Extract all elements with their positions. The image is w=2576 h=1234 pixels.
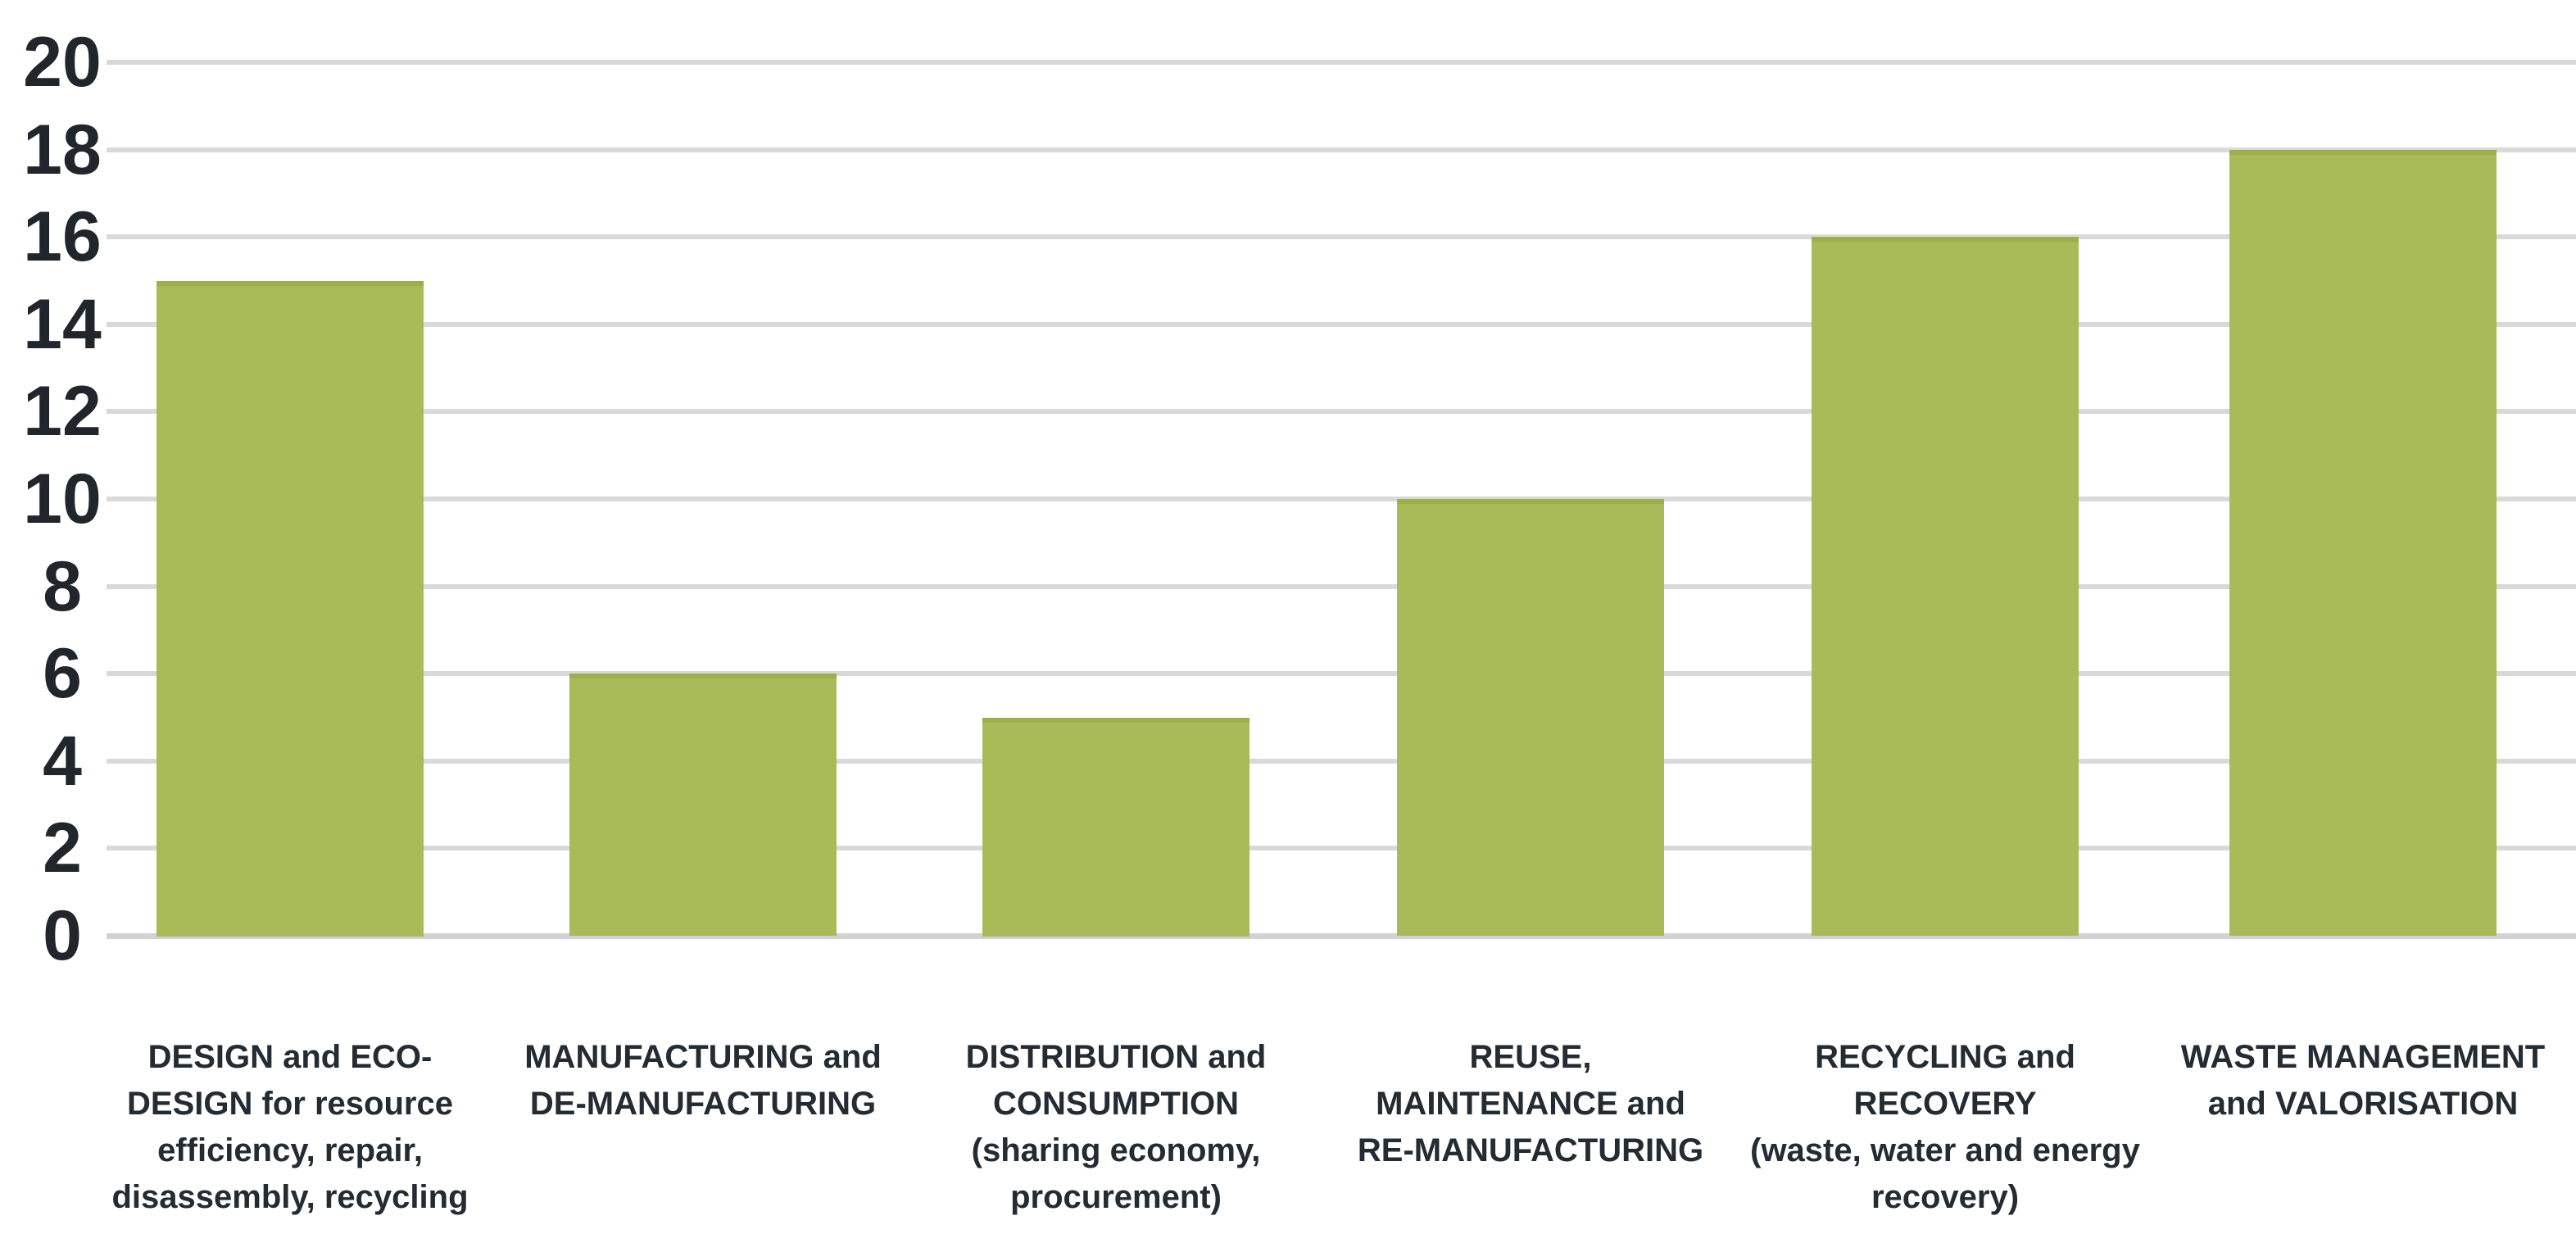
bar: [2229, 150, 2497, 936]
gridline: [107, 60, 2576, 65]
category-label: RECYCLING and RECOVERY (waste, water and e…: [1708, 1034, 2183, 1221]
category-label-line: DE-MANUFACTURING: [529, 1086, 877, 1122]
category-label: REUSE, MAINTENANCE and RE-MANUFACTURING: [1293, 1034, 1768, 1174]
category-label-line: WASTE MANAGEMENT: [2180, 1039, 2546, 1075]
category-label-line: MAINTENANCE and: [1376, 1086, 1685, 1122]
category-label-line: RECYCLING and: [1815, 1039, 2075, 1075]
x-axis-baseline: [107, 933, 2576, 939]
category-label-line: (sharing economy,: [971, 1132, 1261, 1168]
y-tick-label: 20: [23, 23, 102, 102]
gridline: [107, 584, 2576, 589]
y-tick-label: 6: [43, 634, 82, 713]
category-label-line: (waste, water and energy: [1750, 1132, 2140, 1168]
y-tick-label: 8: [43, 547, 82, 626]
gridline: [107, 759, 2576, 764]
y-tick-label: 10: [23, 460, 102, 538]
category-label-line: RECOVERY: [1853, 1086, 2037, 1122]
y-tick-label: 12: [23, 372, 102, 451]
y-tick-label: 2: [43, 809, 82, 887]
category-label-line: and VALORISATION: [2207, 1086, 2519, 1122]
category-label-line: MANUFACTURING and: [524, 1039, 882, 1075]
category-label-line: efficiency, repair,: [157, 1132, 423, 1168]
gridline: [107, 409, 2576, 414]
category-label-line: DESIGN for resource: [127, 1086, 453, 1122]
category-label-line: recovery): [1871, 1179, 2020, 1215]
y-tick-label: 18: [23, 111, 102, 189]
category-label-line: CONSUMPTION: [993, 1086, 1239, 1122]
gridline: [107, 147, 2576, 152]
y-tick-label: 4: [43, 722, 82, 801]
category-label-line: disassembly, recycling: [111, 1179, 469, 1215]
bar: [569, 674, 837, 936]
category-label: DISTRIBUTION and CONSUMPTION (sharing econ…: [878, 1034, 1354, 1221]
category-label-line: DISTRIBUTION and: [965, 1039, 1267, 1075]
gridline: [107, 671, 2576, 676]
y-tick-label: 16: [23, 197, 102, 276]
bar: [1812, 237, 2079, 936]
bar: [1397, 499, 1664, 936]
gridline: [107, 497, 2576, 501]
category-label: WASTE MANAGEMENT and VALORISATION: [2125, 1034, 2576, 1127]
category-label: DESIGN and ECO- DESIGN for resource effici…: [52, 1034, 528, 1221]
gridline: [107, 234, 2576, 239]
category-label-line: procurement): [1010, 1179, 1222, 1215]
gridline: [107, 322, 2576, 327]
category-label-line: RE-MANUFACTURING: [1357, 1132, 1704, 1168]
category-label: MANUFACTURING and DE-MANUFACTURING: [465, 1034, 941, 1127]
y-tick-label: 0: [43, 896, 82, 975]
bar: [156, 281, 424, 937]
gridline: [107, 846, 2576, 851]
bar: [982, 718, 1249, 937]
category-label-line: DESIGN and ECO-: [147, 1039, 433, 1075]
category-label-line: REUSE,: [1469, 1039, 1592, 1075]
y-tick-label: 14: [23, 285, 102, 364]
